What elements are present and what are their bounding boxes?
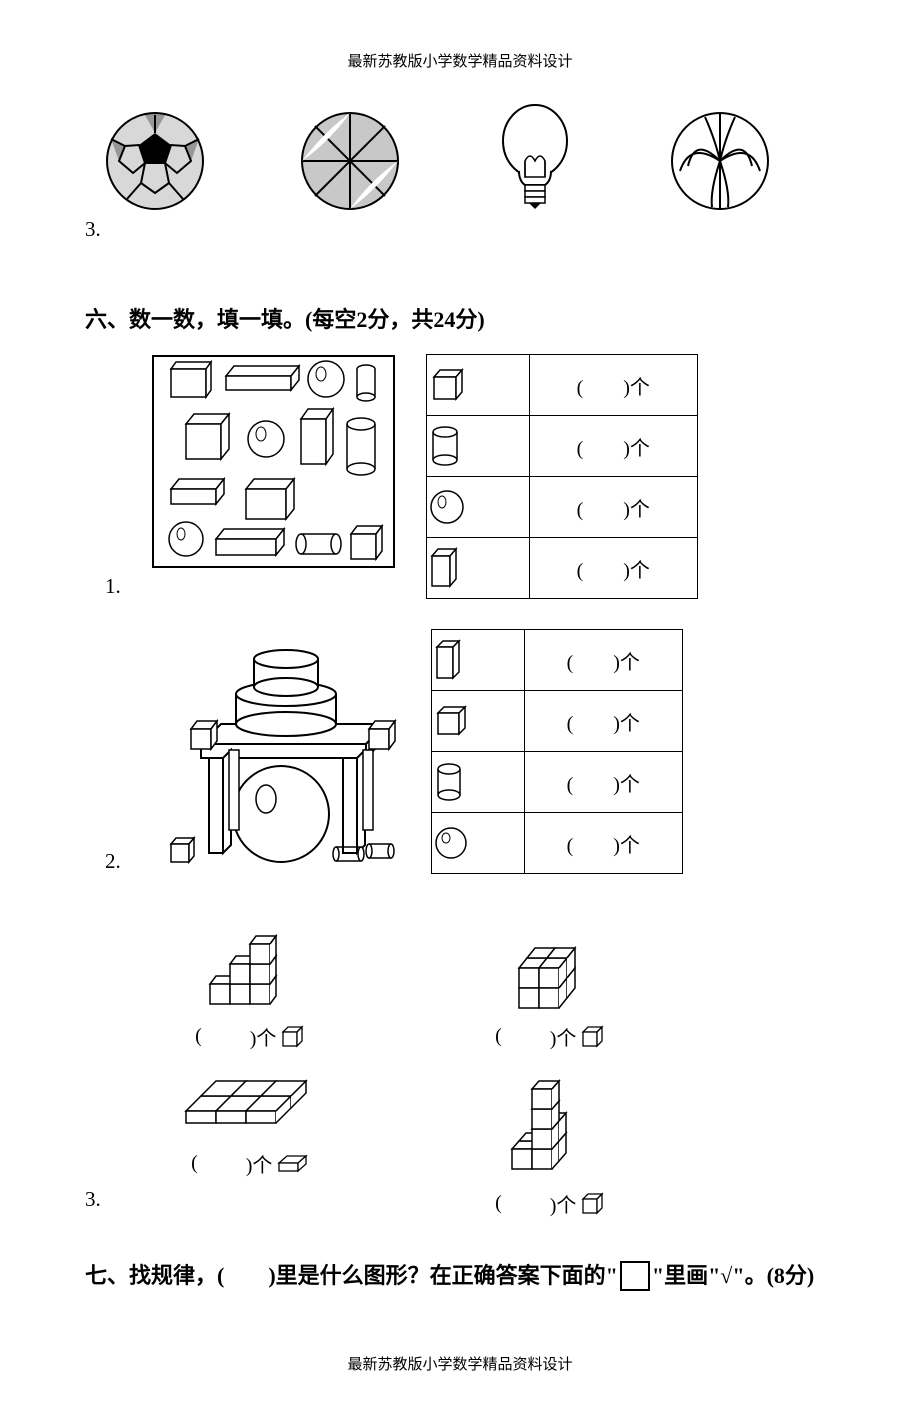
problem2-figure	[151, 629, 401, 869]
table2-cylinder-icon	[431, 752, 524, 813]
stack1-paren-close: )个	[250, 1022, 277, 1051]
problem2-number: 2.	[105, 849, 121, 874]
section6-title: 六、数一数，填一填。(每空2分，共24分)	[85, 302, 835, 334]
stack2-paren-close: )个	[550, 1022, 577, 1051]
answer-box-icon	[620, 1261, 650, 1291]
stack3-paren-open: (	[191, 1152, 198, 1175]
stack4-paren-open: (	[495, 1192, 502, 1215]
lightbulb-icon	[495, 101, 575, 211]
soccer-ball-icon	[105, 111, 205, 211]
stack1-blank[interactable]	[206, 1022, 246, 1051]
table1-sphere-answer[interactable]: ( )个	[529, 477, 697, 538]
cube-stack-3: ( )个	[151, 1071, 351, 1218]
table1-sphere-icon	[426, 477, 529, 538]
stack2-paren-open: (	[495, 1025, 502, 1048]
page-header: 最新苏教版小学数学精品资料设计	[85, 50, 835, 71]
cube-stack-4: ( )个	[451, 1071, 651, 1218]
problem1-number: 1.	[105, 574, 121, 599]
table2-cuboid-icon	[431, 630, 524, 691]
table1-cuboid-answer[interactable]: ( )个	[529, 538, 697, 599]
cube-stack-1: ( )个	[151, 924, 351, 1051]
stack3-paren-close: )个	[246, 1149, 273, 1178]
problem2-row: 2.	[105, 629, 835, 874]
problem3-number: 3.	[85, 1187, 101, 1212]
table1-cylinder-answer[interactable]: ( )个	[529, 416, 697, 477]
table1-cube-answer[interactable]: ( )个	[529, 355, 697, 416]
stack1-paren-open: (	[195, 1025, 202, 1048]
table2-cuboid-answer[interactable]: ( )个	[524, 630, 682, 691]
page-footer: 最新苏教版小学数学精品资料设计	[85, 1353, 835, 1374]
stack4-blank[interactable]	[506, 1189, 546, 1218]
question3-images-row	[105, 101, 835, 211]
problem3-grid: ( )个	[151, 924, 835, 1218]
section7-text-part2: "里画"√"。(8分)	[652, 1263, 814, 1288]
table2-sphere-icon	[431, 813, 524, 874]
small-cube-icon	[580, 1191, 606, 1217]
table2-sphere-answer[interactable]: ( )个	[524, 813, 682, 874]
problem2-table: ( )个 ( )个 ( )个	[431, 629, 683, 874]
problem1-shapes-box	[151, 354, 396, 569]
section7-text-part1: 七、找规律，( )里是什么图形？在正确答案下面的"	[85, 1263, 618, 1288]
stack2-blank[interactable]	[506, 1022, 546, 1051]
question3-number: 3.	[85, 217, 835, 242]
table2-cube-icon	[431, 691, 524, 752]
small-cube-icon	[280, 1024, 306, 1050]
table2-cube-answer[interactable]: ( )个	[524, 691, 682, 752]
problem1-table: ( )个 ( )个 ( )个	[426, 354, 698, 599]
stack4-paren-close: )个	[550, 1189, 577, 1218]
cube-stack-2: ( )个	[451, 924, 651, 1051]
small-cuboid-icon	[276, 1154, 310, 1174]
basketball-icon	[300, 111, 400, 211]
volleyball-icon	[670, 111, 770, 211]
problem1-row: 1.	[105, 354, 835, 599]
small-cube-icon	[580, 1024, 606, 1050]
stack3-blank[interactable]	[202, 1149, 242, 1178]
table1-cube-icon	[426, 355, 529, 416]
table2-cylinder-answer[interactable]: ( )个	[524, 752, 682, 813]
table1-cylinder-icon	[426, 416, 529, 477]
table1-cuboid-icon	[426, 538, 529, 599]
section7-title: 七、找规律，( )里是什么图形？在正确答案下面的" "里画"√"。(8分)	[85, 1258, 835, 1293]
